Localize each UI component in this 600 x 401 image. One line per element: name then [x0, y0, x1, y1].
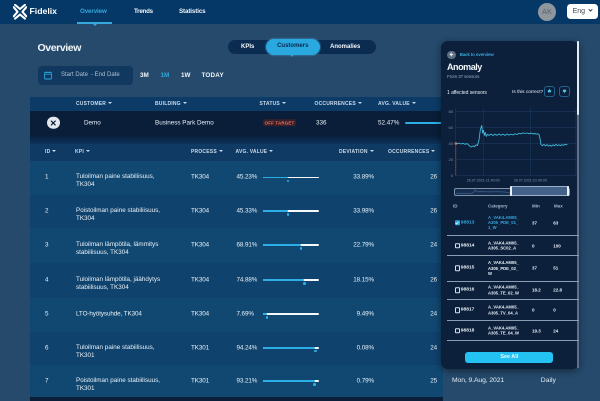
svg-text:40: 40: [448, 141, 453, 146]
svg-text:60: 60: [448, 125, 453, 130]
svg-text:80: 80: [448, 109, 453, 114]
svg-text:20: 20: [448, 157, 453, 162]
svg-text:26.07.2021-21:40:00: 26.07.2021-21:40:00: [513, 179, 546, 183]
svg-text:0: 0: [450, 173, 453, 178]
svg-text:26.07.2021-11:40:00: 26.07.2021-11:40:00: [466, 179, 499, 183]
